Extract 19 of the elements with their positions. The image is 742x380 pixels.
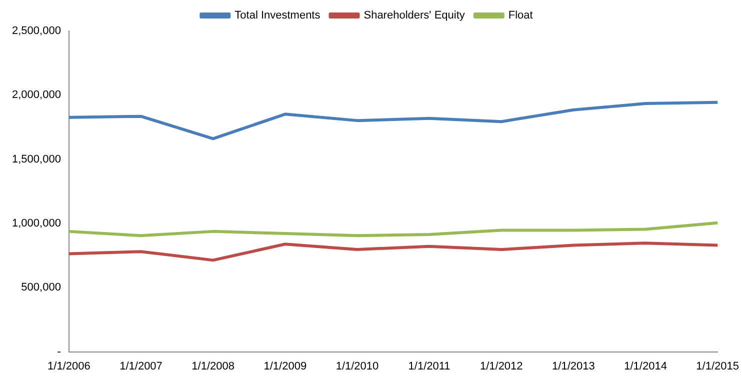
y-tick-label: - [57,346,62,358]
x-tick-label: 1/1/2013 [552,360,595,372]
y-tick-label: 500,000 [21,282,61,294]
x-tick-label: 1/1/2007 [120,360,162,372]
x-tick-label: 1/1/2012 [480,360,523,372]
legend-label: Total Investments [234,10,321,22]
y-tick-label: 1,500,000 [12,153,61,166]
legend-label: Shareholders' Equity [364,10,466,22]
legend-label: Float [508,10,533,22]
x-tick-label: 1/1/2006 [48,360,90,372]
x-tick-label: 1/1/2009 [264,360,307,372]
x-tick-label: 1/1/2015 [696,360,740,372]
y-tick-label: 2,000,000 [12,89,61,102]
y-tick-label: 1,000,000 [12,218,61,230]
x-tick-label: 1/1/2011 [408,360,450,372]
y-tick-label: 2,500,000 [12,25,61,38]
x-tick-label: 1/1/2014 [624,360,667,372]
x-tick-label: 1/1/2010 [336,360,379,372]
x-tick-label: 1/1/2008 [192,360,234,372]
